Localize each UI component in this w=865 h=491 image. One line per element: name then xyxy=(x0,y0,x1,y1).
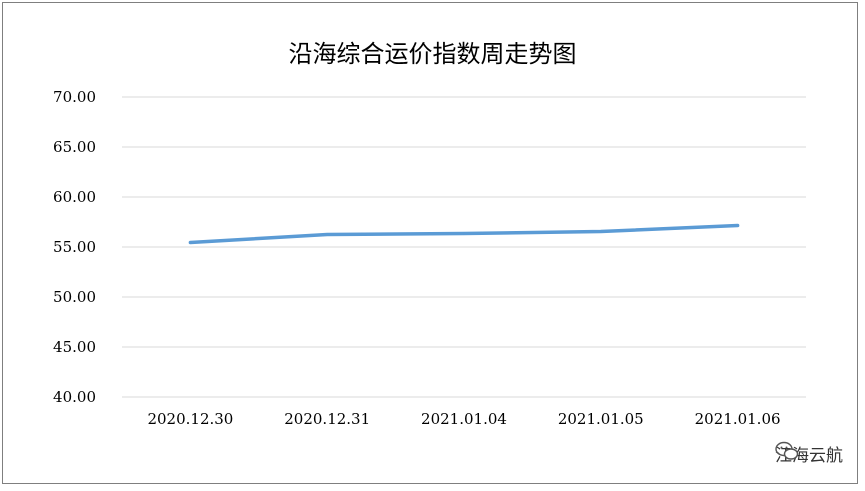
data-point xyxy=(462,232,466,235)
watermark: 江海云航 xyxy=(775,441,843,466)
data-point xyxy=(189,241,192,244)
x-tick-label: 2021.01.05 xyxy=(558,410,644,428)
data-point xyxy=(736,224,739,227)
chart-title: 沿海综合运价指数周走势图 xyxy=(288,40,577,68)
chart-frame xyxy=(2,2,858,484)
series-lines xyxy=(188,223,740,245)
y-tick-label: 70.00 xyxy=(53,88,96,106)
y-tick-label: 50.00 xyxy=(53,288,96,306)
y-tick-label: 45.00 xyxy=(53,338,96,356)
y-tick-label: 60.00 xyxy=(53,188,96,206)
data-point xyxy=(326,233,329,236)
x-tick-label: 2021.01.04 xyxy=(421,410,507,428)
x-tick-label: 2021.01.06 xyxy=(695,410,781,428)
y-axis-ticks: 70.00 65.00 60.00 55.00 50.00 45.00 40.00 xyxy=(53,88,96,406)
data-point xyxy=(599,230,602,233)
wechat-icon xyxy=(775,441,799,460)
x-axis-ticks: 2020.12.30 2020.12.31 2021.01.04 2021.01.05… xyxy=(147,410,780,428)
y-tick-label: 40.00 xyxy=(53,388,96,406)
x-tick-label: 2020.12.31 xyxy=(284,410,370,428)
gridlines xyxy=(122,96,806,398)
x-tick-label: 2020.12.30 xyxy=(147,410,233,428)
y-tick-label: 55.00 xyxy=(53,238,96,256)
y-tick-label: 65.00 xyxy=(53,138,96,156)
